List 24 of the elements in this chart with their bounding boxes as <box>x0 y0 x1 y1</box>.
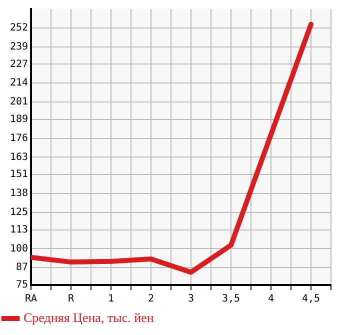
x-tick-label: 2 <box>148 294 154 305</box>
x-tick-label: R <box>68 294 75 305</box>
y-tick-label: 113 <box>10 224 28 236</box>
legend-label: Средняя Цена, тыс. йен <box>24 310 154 325</box>
y-tick-label: 201 <box>10 96 28 108</box>
x-tick-label: 3 <box>188 294 194 305</box>
y-tick-label: 214 <box>10 78 28 89</box>
x-tick-label: 4,5 <box>302 294 320 305</box>
y-tick-label: 239 <box>10 41 28 52</box>
y-tick-label: 151 <box>10 169 28 180</box>
y-tick-label: 75 <box>16 280 28 291</box>
y-tick-label: 125 <box>10 206 28 218</box>
y-tick-label: 189 <box>10 114 28 125</box>
y-tick-label: 163 <box>10 152 28 163</box>
y-tick-label: 252 <box>10 22 28 34</box>
y-tick-label: 227 <box>10 58 28 70</box>
y-tick-label: 100 <box>10 243 28 254</box>
y-tick-label: 138 <box>10 188 28 200</box>
x-tick-label: 4 <box>268 294 274 305</box>
x-tick-label: 1 <box>108 294 114 305</box>
x-tick-label: RA <box>24 294 38 305</box>
y-tick-label: 176 <box>10 132 28 144</box>
x-tick-label: 3,5 <box>222 294 240 305</box>
y-tick-label: 87 <box>16 262 28 274</box>
